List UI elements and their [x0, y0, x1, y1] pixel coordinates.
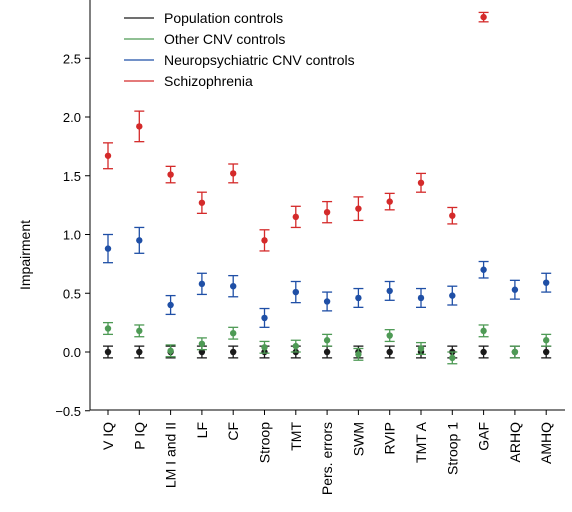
y-tick-label: 0.5 — [63, 286, 81, 301]
legend: Population controls Other CNV controls Neu… — [124, 10, 355, 89]
x-tick-label: P IQ — [131, 422, 147, 450]
data-point — [261, 237, 268, 244]
x-tick-label: SWM — [350, 422, 366, 456]
data-point — [198, 280, 206, 288]
data-point — [136, 237, 143, 244]
data-point — [543, 279, 550, 286]
series-other-cnv-controls — [103, 321, 552, 365]
data-point — [198, 340, 206, 347]
x-tick-label: Stroop 1 — [444, 422, 460, 475]
data-point — [230, 283, 237, 290]
x-tick-label: Stroop — [257, 422, 273, 463]
data-point — [386, 198, 393, 205]
data-point — [261, 344, 268, 351]
y-tick-label: 1.5 — [63, 169, 81, 184]
data-point — [136, 348, 143, 356]
x-tick-label: TMT A — [413, 421, 429, 463]
data-point — [355, 294, 362, 302]
data-point — [230, 330, 237, 337]
x-tick-label: LM I and II — [163, 422, 179, 488]
legend-label: Neuropsychiatric CNV controls — [164, 52, 355, 68]
data-point — [386, 348, 393, 356]
data-point — [480, 13, 487, 21]
data-point — [543, 348, 550, 356]
data-point — [323, 337, 331, 344]
y-tick-label: 2.5 — [63, 51, 81, 66]
data-point — [355, 351, 362, 358]
series-neuropsychiatric-cnv-controls — [103, 226, 552, 328]
data-point — [104, 152, 112, 159]
legend-label: Schizophrenia — [164, 73, 253, 89]
data-point — [261, 314, 268, 322]
x-tick-label: GAF — [476, 422, 492, 451]
data-point — [167, 347, 174, 355]
data-point — [292, 342, 299, 350]
data-point — [292, 288, 299, 296]
data-point — [511, 348, 519, 356]
x-tick-label: V IQ — [100, 422, 116, 450]
x-tick-label: LF — [194, 422, 210, 438]
y-tick-label: −0.5 — [55, 404, 81, 419]
data-point — [323, 208, 331, 216]
y-tick-label: 0.0 — [63, 345, 81, 360]
data-point — [323, 348, 331, 356]
data-point — [480, 348, 487, 356]
data-point — [511, 286, 519, 293]
data-point — [417, 294, 425, 302]
x-tick-label: CF — [225, 422, 241, 441]
data-point — [104, 348, 112, 356]
series-schizophrenia — [103, 11, 489, 252]
data-point — [449, 212, 456, 219]
x-axis: V IQ P IQ LM I and II LF CF Stroop TMT Pers. er… — [90, 409, 565, 495]
data-point — [417, 179, 425, 186]
data-point — [198, 348, 206, 356]
data-point — [355, 205, 362, 212]
x-tick-label: RVIP — [382, 422, 398, 454]
data-point — [104, 245, 112, 252]
data-point — [136, 327, 143, 335]
x-tick-label: Pers. errors — [319, 422, 335, 495]
data-point — [230, 170, 237, 177]
legend-label: Population controls — [164, 10, 283, 26]
data-point — [198, 199, 206, 206]
data-point — [292, 213, 299, 221]
data-point — [480, 327, 487, 335]
data-point — [449, 354, 456, 362]
data-point — [386, 332, 393, 339]
data-point — [167, 301, 174, 309]
y-axis: −0.5 0.0 0.5 1.0 1.5 2.0 2.5 — [55, 0, 91, 419]
x-tick-label: ARHQ — [507, 422, 523, 463]
plot-marks — [103, 11, 552, 365]
legend-label: Other CNV controls — [164, 31, 285, 47]
data-point — [230, 348, 237, 356]
x-tick-label: TMT — [288, 422, 304, 451]
y-tick-label: 1.0 — [63, 228, 81, 243]
data-point — [136, 123, 143, 130]
data-point — [480, 266, 487, 273]
data-point — [449, 292, 456, 299]
data-point — [417, 345, 425, 352]
data-point — [386, 287, 393, 295]
y-tick-label: 2.0 — [63, 110, 81, 125]
data-point — [167, 171, 174, 178]
data-point — [543, 337, 550, 344]
y-axis-label: Impairment — [17, 220, 33, 290]
data-point — [323, 298, 331, 305]
x-tick-label: AMHQ — [538, 422, 554, 464]
data-point — [104, 325, 112, 332]
